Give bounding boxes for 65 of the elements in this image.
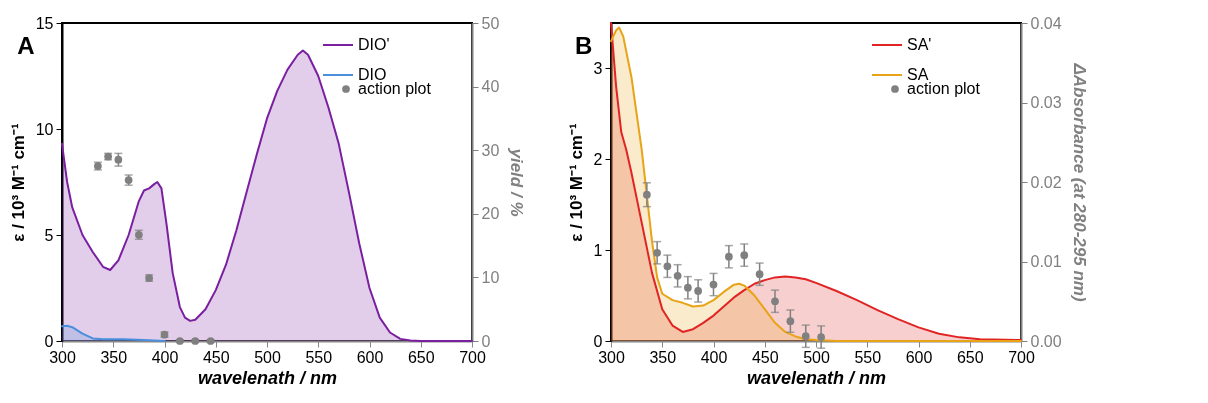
y-tick-label: 0	[44, 332, 54, 350]
y2-tick-label: 40	[481, 78, 500, 96]
x-tick-label: 300	[49, 348, 76, 366]
x-tick-label: 650	[956, 348, 984, 366]
y-axis-title: ε / 10³ M⁻¹ cm⁻¹	[566, 123, 586, 242]
y2-tick-label: 0.04	[1030, 14, 1062, 32]
point	[801, 332, 810, 341]
point	[653, 248, 661, 257]
x-tick-label: 450	[751, 348, 779, 366]
y-tick-label: 10	[35, 120, 54, 138]
y2-tick-label: 0	[481, 332, 491, 350]
point	[643, 190, 651, 199]
x-tick-label: 500	[254, 348, 281, 366]
x-tick-label: 300	[598, 348, 625, 366]
legend-label: DIO	[358, 66, 387, 83]
x-tick-label: 350	[100, 348, 128, 366]
point	[740, 251, 749, 260]
y2-tick-label: 30	[481, 141, 500, 159]
chart-title: B	[575, 32, 593, 59]
x-axis-title: wavelenath / nm	[197, 367, 338, 388]
y2-tick-label: 0.01	[1030, 253, 1062, 270]
y-tick-label: 1	[593, 241, 603, 259]
legend-label: SA	[907, 66, 929, 83]
point	[817, 333, 825, 341]
legend-label: SA'	[907, 36, 932, 53]
point	[684, 283, 692, 292]
point	[771, 297, 779, 306]
point	[663, 262, 672, 271]
x-tick-label: 650	[407, 348, 435, 366]
y2-tick-label: 0.02	[1030, 173, 1062, 191]
y-tick-label: 5	[44, 226, 54, 244]
x-tick-label: 700	[459, 348, 486, 366]
legend-label: DIO'	[358, 36, 390, 53]
legend-label: action plot	[358, 80, 432, 97]
y-tick-label: 0	[593, 332, 603, 350]
point	[694, 287, 702, 295]
y-tick-label: 2	[593, 150, 603, 168]
x-axis-title: wavelenath / nm	[746, 367, 887, 388]
chart-title: A	[17, 32, 35, 59]
x-tick-label: 350	[649, 348, 677, 366]
point	[725, 252, 733, 261]
legend-label: action plot	[907, 80, 981, 97]
point	[786, 317, 795, 325]
x-tick-label: 500	[803, 348, 830, 366]
x-tick-label: 600	[905, 348, 933, 366]
x-tick-label: 600	[356, 348, 384, 366]
y2-tick-label: 10	[481, 268, 500, 286]
y2-axis-title: yield / %	[507, 147, 527, 217]
point	[755, 270, 764, 279]
y2-tick-label: 20	[481, 205, 500, 223]
point	[673, 271, 682, 280]
x-tick-label: 700	[1008, 348, 1035, 366]
x-tick-label: 400	[700, 348, 728, 366]
x-tick-label: 550	[305, 348, 333, 366]
y-tick-label: 15	[35, 14, 54, 32]
x-tick-label: 550	[854, 348, 882, 366]
y2-axis-title: ΔAbsorbance (at 280-295 nm)	[1069, 62, 1089, 302]
y2-tick-label: 50	[481, 14, 500, 32]
y-axis-title: ε / 10³ M⁻¹ cm⁻¹	[8, 123, 28, 242]
x-tick-label: 450	[202, 348, 230, 366]
y2-tick-label: 0.03	[1030, 94, 1062, 111]
y-tick-label: 3	[593, 59, 603, 77]
y2-tick-label: 0.00	[1030, 332, 1062, 350]
x-tick-label: 400	[151, 348, 179, 366]
point	[709, 280, 718, 289]
